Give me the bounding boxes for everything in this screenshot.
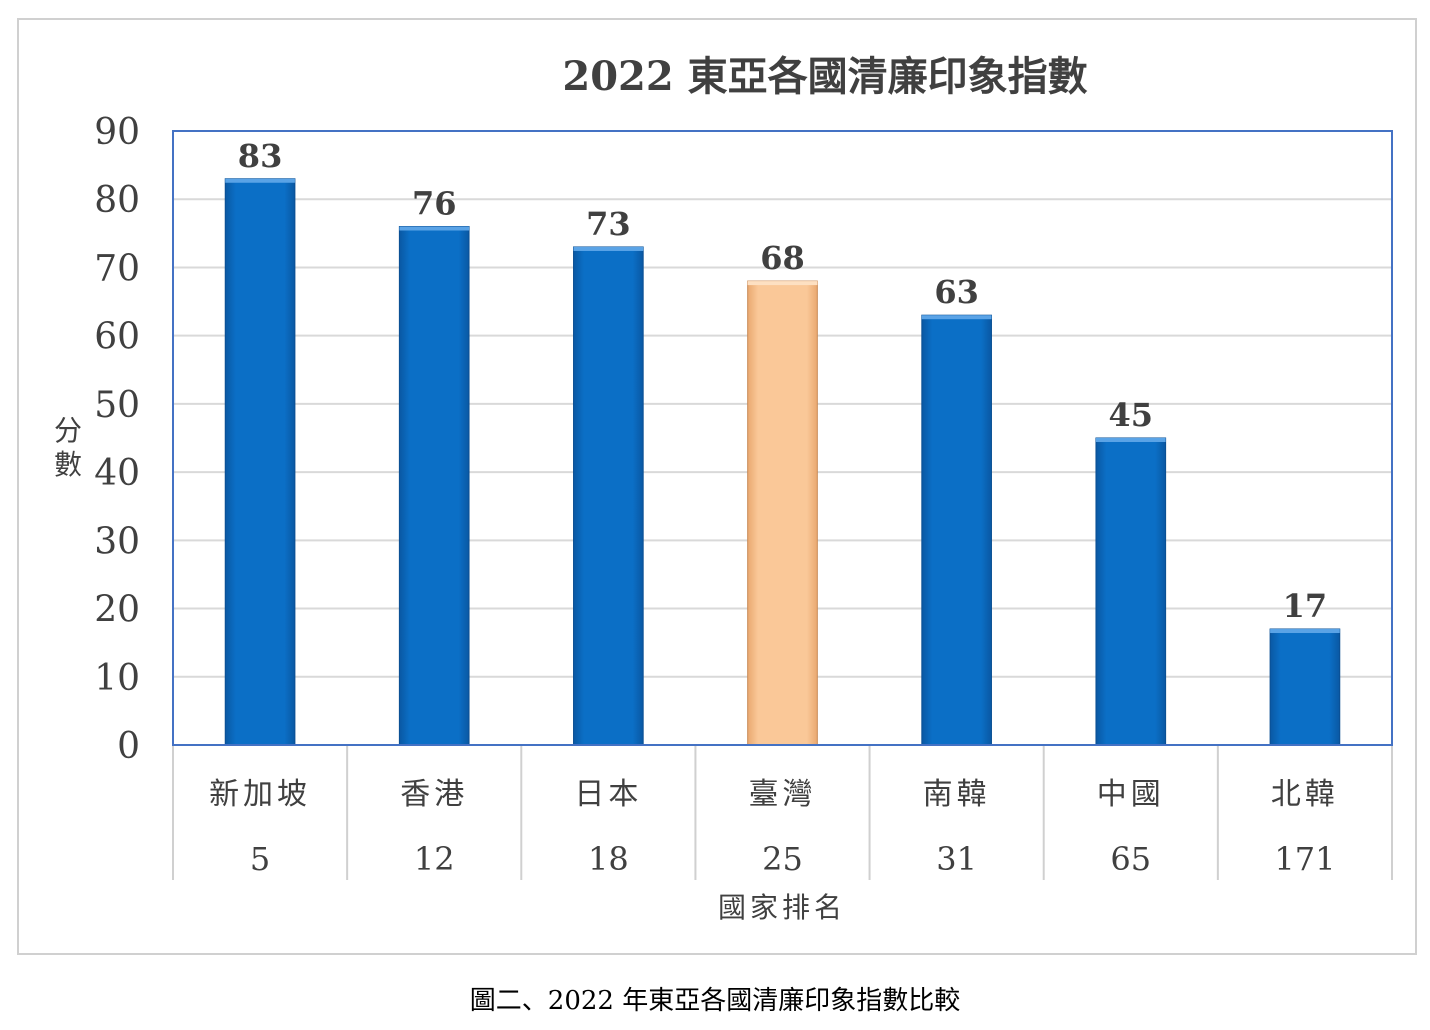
x-rank-label: 171	[1274, 840, 1335, 878]
bar	[398, 226, 470, 746]
x-axis-label: 國家排名	[718, 891, 846, 924]
x-rank-label: 5	[250, 840, 270, 878]
y-tick-label: 80	[94, 180, 140, 221]
data-labels: 83 76 73 68 63 45 17	[238, 137, 1327, 625]
x-category-label: 臺灣	[749, 777, 817, 812]
y-tick-label: 10	[94, 658, 140, 699]
plot-area-border	[172, 130, 1393, 746]
x-category-label: 南韓	[923, 777, 991, 812]
bar	[747, 280, 818, 746]
x-category-label: 新加坡	[209, 777, 311, 812]
data-label: 68	[760, 239, 805, 277]
x-category-label: 香港	[400, 777, 468, 812]
y-tick-label: 60	[94, 317, 140, 358]
x-category-label: 日本	[574, 777, 642, 812]
data-label: 45	[1109, 396, 1154, 434]
x-category-label: 中國	[1097, 777, 1165, 812]
y-tick-label: 90	[94, 112, 140, 153]
x-rank-label: 25	[762, 840, 803, 878]
bar-top-edge	[1095, 438, 1166, 442]
bar	[573, 246, 644, 746]
y-tick-label: 30	[94, 521, 140, 562]
figure-caption: 圖二、2022 年東亞各國清廉印象指數比較	[469, 986, 961, 1016]
bar	[224, 178, 296, 746]
y-tick-label: 0	[117, 726, 140, 767]
x-rank-label: 12	[414, 840, 455, 878]
bar-top-edge	[225, 178, 295, 183]
x-category-label: 北韓	[1271, 777, 1339, 812]
y-axis-label: 分數	[54, 414, 82, 481]
data-label: 63	[934, 273, 979, 311]
x-rank-label: 18	[588, 840, 629, 878]
bar-top-edge	[1270, 629, 1340, 634]
bar-top-edge	[573, 246, 644, 251]
y-tick-label: 40	[94, 453, 140, 494]
chart-title: 2022 東亞各國清廉印象指數	[562, 53, 1087, 100]
data-label: 17	[1283, 587, 1328, 625]
bar	[1269, 628, 1341, 746]
x-rank-label: 65	[1110, 840, 1151, 878]
y-tick-label: 70	[94, 248, 140, 289]
bar	[921, 314, 992, 746]
bar-top-edge	[399, 226, 470, 231]
y-tick-label: 20	[94, 590, 140, 631]
x-rank-label: 31	[936, 840, 977, 878]
bars	[224, 178, 1341, 746]
y-tick-label: 50	[94, 385, 140, 426]
bar	[1095, 437, 1167, 746]
data-label: 73	[586, 205, 631, 243]
data-label: 83	[238, 137, 283, 175]
x-axis-categories: 新加坡 5 香港 12 日本 18 臺灣 25 南韓 31 中國 65 北韓 171	[172, 745, 1393, 880]
bar-top-edge	[747, 281, 818, 286]
y-axis-ticks: 0 10 20 30 40 50 60 70 80 90	[94, 112, 140, 767]
bar-top-edge	[921, 315, 992, 320]
data-label: 76	[412, 185, 457, 223]
